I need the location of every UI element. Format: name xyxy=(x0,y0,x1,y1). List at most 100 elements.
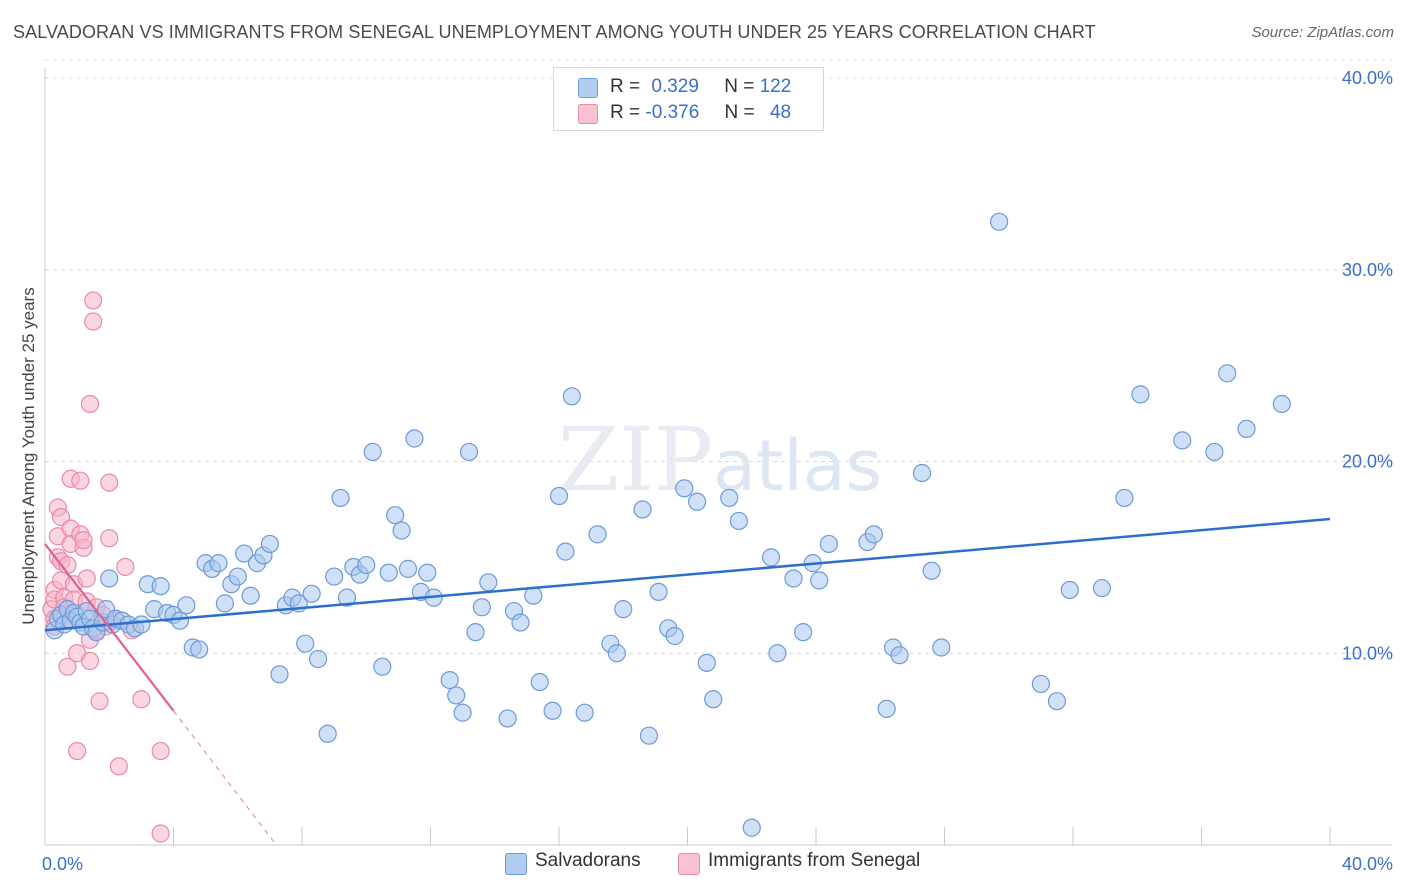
point-salvadoran xyxy=(922,561,941,580)
point-salvadoran xyxy=(588,525,607,544)
y-tick-labels: 10.0% 20.0% 30.0% 40.0% xyxy=(1342,68,1393,663)
point-senegal xyxy=(151,824,170,843)
point-salvadoran xyxy=(302,584,321,603)
legend-swatch-pink xyxy=(578,104,598,124)
point-salvadoran xyxy=(308,649,328,669)
point-salvadoran xyxy=(466,623,485,642)
point-salvadoran xyxy=(447,686,466,705)
point-salvadoran xyxy=(794,623,813,642)
point-salvadoran xyxy=(209,554,228,573)
axes xyxy=(44,68,1392,846)
point-senegal xyxy=(84,312,103,331)
point-salvadoran xyxy=(318,724,337,743)
point-salvadoran xyxy=(810,571,829,590)
point-salvadoran xyxy=(440,670,459,690)
point-salvadoran xyxy=(190,640,209,659)
y-tick-label: 40.0% xyxy=(1342,68,1393,88)
point-senegal xyxy=(84,291,103,310)
point-salvadoran xyxy=(524,586,543,605)
legend-r-value: -0.376 xyxy=(645,102,700,123)
point-salvadoran xyxy=(1047,692,1067,711)
point-salvadoran xyxy=(170,611,190,630)
point-salvadoran xyxy=(819,534,838,554)
bottom-legend-label: Salvadorans xyxy=(535,850,641,871)
point-salvadoran xyxy=(479,573,498,592)
point-senegal xyxy=(80,651,100,671)
legend-r-label: R = xyxy=(610,76,641,97)
point-salvadoran xyxy=(932,638,951,657)
watermark: ZIPatlas xyxy=(558,408,882,511)
point-senegal xyxy=(74,531,93,550)
point-salvadoran xyxy=(877,699,896,718)
bottom-legend-swatch-pink xyxy=(678,853,700,875)
point-salvadoran xyxy=(649,582,668,601)
point-salvadoran xyxy=(990,212,1009,231)
point-salvadoran xyxy=(912,463,932,483)
point-salvadoran xyxy=(337,588,357,607)
point-salvadoran xyxy=(1237,419,1256,439)
point-salvadoran xyxy=(357,555,376,575)
series-salvadorans-points xyxy=(45,212,1291,837)
point-senegal xyxy=(100,529,119,548)
grid xyxy=(45,59,1392,654)
point-senegal xyxy=(90,692,109,711)
point-salvadoran xyxy=(575,703,594,722)
point-salvadoran xyxy=(373,657,392,676)
point-salvadoran xyxy=(761,548,781,567)
point-salvadoran xyxy=(688,492,707,511)
x-tick-labels: 0.0% 40.0% xyxy=(42,854,1393,874)
point-salvadoran xyxy=(100,569,119,588)
point-salvadoran xyxy=(215,594,234,613)
point-salvadoran xyxy=(228,567,247,586)
point-salvadoran xyxy=(363,442,382,462)
point-salvadoran xyxy=(177,596,196,615)
y-tick-label: 20.0% xyxy=(1342,452,1393,472)
point-senegal xyxy=(80,394,100,414)
point-salvadoran xyxy=(1131,385,1150,404)
point-salvadoran xyxy=(151,577,170,596)
point-salvadoran xyxy=(1205,442,1224,462)
y-tick-label: 30.0% xyxy=(1342,260,1393,280)
source-label: Source: ZipAtlas.com xyxy=(1251,24,1394,41)
point-salvadoran xyxy=(697,653,716,672)
point-senegal xyxy=(71,471,90,490)
point-salvadoran xyxy=(675,479,694,498)
point-salvadoran xyxy=(556,542,575,561)
point-salvadoran xyxy=(405,429,424,448)
point-salvadoran xyxy=(498,709,517,728)
x-tick-label: 40.0% xyxy=(1342,854,1393,874)
trend-line-senegal xyxy=(44,543,175,712)
legend-r-label: R = xyxy=(610,102,641,123)
point-salvadoran xyxy=(235,544,254,563)
point-salvadoran xyxy=(453,703,472,722)
point-salvadoran xyxy=(1173,431,1192,450)
point-salvadoran xyxy=(1115,488,1134,508)
legend-n-label: N = xyxy=(724,102,755,123)
point-senegal xyxy=(77,569,96,588)
point-salvadoran xyxy=(392,521,411,540)
x-tick-label: 0.0% xyxy=(42,854,83,874)
point-salvadoran xyxy=(1092,578,1112,598)
point-salvadoran xyxy=(241,586,260,605)
point-senegal xyxy=(68,741,87,761)
y-axis-label: Unemployment Among Youth under 25 years xyxy=(19,287,38,624)
point-salvadoran xyxy=(665,626,684,646)
point-salvadoran xyxy=(720,488,739,508)
point-salvadoran xyxy=(549,486,569,506)
correlation-legend: R = 0.329 N = 122 R = -0.376 N = 48 xyxy=(553,67,824,131)
chart-title: SALVADORAN VS IMMIGRANTS FROM SENEGAL UN… xyxy=(13,22,1096,42)
trend-line-senegal-extension xyxy=(173,710,277,846)
legend-n-label: N = xyxy=(724,76,755,97)
point-salvadoran xyxy=(639,726,659,745)
point-salvadoran xyxy=(729,511,749,531)
point-salvadoran xyxy=(270,665,289,684)
point-salvadoran xyxy=(890,646,909,665)
point-salvadoran xyxy=(633,500,652,519)
point-salvadoran xyxy=(418,563,437,582)
point-salvadoran xyxy=(511,613,530,632)
legend-swatch-blue xyxy=(578,78,598,98)
point-salvadoran xyxy=(331,488,350,508)
point-senegal xyxy=(109,757,128,776)
point-salvadoran xyxy=(742,818,761,837)
point-senegal xyxy=(116,557,135,577)
